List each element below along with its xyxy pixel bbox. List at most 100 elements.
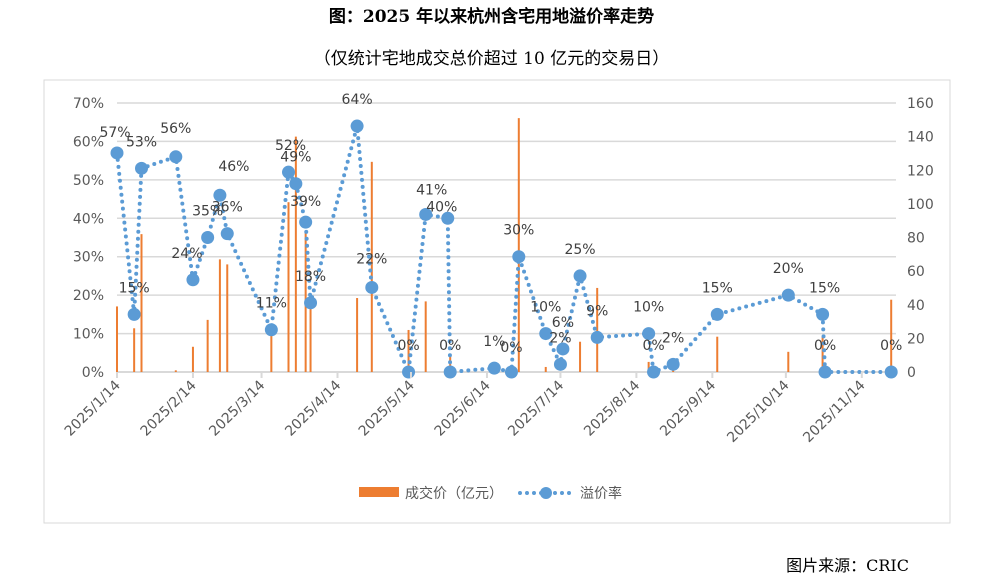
bar <box>517 118 520 372</box>
legend-bar-label: 成交价（亿元） <box>405 485 503 502</box>
data-label: 36% <box>212 200 243 216</box>
premium-rate-marker <box>201 231 215 244</box>
premium-rate-marker <box>443 365 457 379</box>
y-left-tick-label: 60% <box>73 134 104 150</box>
data-label: 0% <box>880 338 902 354</box>
data-label: 1% <box>483 334 505 350</box>
premium-rate-marker <box>419 207 433 221</box>
premium-rate-marker <box>264 323 278 337</box>
bar <box>370 161 373 372</box>
data-label: 15% <box>119 280 150 296</box>
data-label: 15% <box>809 280 840 296</box>
y-right-tick-label: 0 <box>907 365 916 381</box>
premium-rate-marker <box>666 357 680 371</box>
premium-rate-marker <box>186 273 200 287</box>
data-label: 2% <box>662 330 684 346</box>
x-tick-label: 2025/3/14 <box>206 377 268 439</box>
premium-rate-marker <box>647 365 661 379</box>
premium-rate-marker <box>110 146 124 160</box>
y-left-tick-label: 0% <box>82 365 104 381</box>
premium-rate-marker <box>220 227 234 241</box>
bar <box>116 306 118 372</box>
premium-rate-marker <box>642 327 656 341</box>
chart-frame <box>43 79 951 524</box>
y-right-tick-label: 160 <box>907 96 934 112</box>
y-right-tick-label: 80 <box>907 231 925 247</box>
data-label: 18% <box>295 269 326 285</box>
premium-rate-marker <box>710 307 724 321</box>
data-label: 46% <box>218 159 249 175</box>
x-tick-label: 2025/7/14 <box>505 377 567 439</box>
chart-subtitle: （仅统计宅地成交总价超过 10 亿元的交易日） <box>313 49 670 69</box>
premium-rate-marker <box>289 177 303 191</box>
y-right-tick-label: 20 <box>907 331 925 347</box>
premium-rate-marker <box>556 342 570 356</box>
x-tick-label: 2025/4/14 <box>282 377 344 439</box>
bar <box>787 351 790 372</box>
bar <box>544 366 547 372</box>
data-label: 57% <box>99 125 130 141</box>
bar <box>140 234 143 372</box>
bar <box>596 287 599 372</box>
premium-rate-marker <box>350 119 364 133</box>
y-right-tick-label: 120 <box>907 163 934 179</box>
premium-rate-marker <box>304 296 318 310</box>
premium-rate-marker <box>590 330 604 344</box>
y-left-tick-label: 40% <box>73 211 104 227</box>
premium-rate-line <box>115 125 894 380</box>
premium-rate-marker <box>365 280 379 294</box>
bar <box>424 301 427 372</box>
premium-rate-marker <box>127 307 141 321</box>
premium-rate-marker <box>512 250 526 264</box>
y-right-tick-label: 60 <box>907 264 925 280</box>
premium-rate-marker <box>213 188 227 202</box>
x-tick-label: 2025/2/14 <box>138 377 200 439</box>
chart-title: 图：2025 年以来杭州含宅用地溢价率走势 <box>328 7 655 27</box>
bar <box>579 341 582 372</box>
x-tick-label: 2025/8/14 <box>581 377 643 439</box>
data-label: 25% <box>564 242 595 258</box>
premium-rate-marker <box>818 365 832 379</box>
data-label: 30% <box>503 223 534 239</box>
premium-rate-marker <box>441 211 455 225</box>
premium-rate-marker <box>135 161 148 175</box>
data-label: 52% <box>275 138 306 154</box>
premium-rate-marker <box>816 307 830 321</box>
bar <box>218 259 221 372</box>
y-right-tick-label: 100 <box>907 197 934 213</box>
data-label: 35% <box>192 204 223 220</box>
data-label: 0% <box>397 338 419 354</box>
data-label: 6% <box>552 315 574 331</box>
data-label: 0% <box>814 338 836 354</box>
bar <box>407 329 410 372</box>
y-left-tick-label: 70% <box>73 96 104 112</box>
bar <box>287 202 290 372</box>
x-tick-label: 2025/9/14 <box>657 377 719 439</box>
bar <box>226 264 229 372</box>
y-right-tick-label: 140 <box>907 130 934 146</box>
data-label: 10% <box>530 300 561 316</box>
y-left-tick-label: 10% <box>73 327 104 343</box>
data-label: 41% <box>416 182 447 198</box>
bar <box>890 299 893 372</box>
legend-line-marker <box>540 487 552 499</box>
data-label: 49% <box>280 150 311 166</box>
legend-line-label: 溢价率 <box>580 485 622 502</box>
y-right-tick-label: 40 <box>907 298 925 314</box>
premium-rate-marker <box>573 269 587 283</box>
bar <box>174 370 177 372</box>
data-label: 0% <box>642 338 664 354</box>
data-label: 0% <box>500 340 522 356</box>
bar <box>270 329 273 372</box>
data-label: 22% <box>356 251 387 267</box>
data-label: 2% <box>549 330 571 346</box>
bar <box>191 346 194 372</box>
y-left-tick-label: 30% <box>73 250 104 266</box>
y-left-tick-label: 50% <box>73 173 104 189</box>
data-label: 15% <box>702 280 733 296</box>
legend-bar-swatch <box>359 487 399 497</box>
data-label: 56% <box>160 121 191 137</box>
data-label: 64% <box>342 92 373 108</box>
bar <box>821 336 824 372</box>
premium-rate-marker <box>504 365 518 379</box>
